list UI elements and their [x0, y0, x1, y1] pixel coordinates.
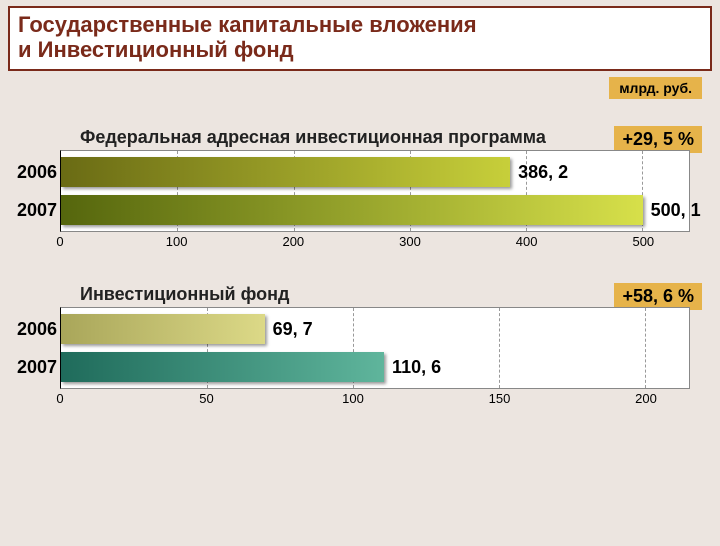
axis-tick: 100 [342, 391, 364, 406]
chart2-pct-badge: +58, 6 % [614, 283, 702, 310]
bar-row: 2006386, 2 [61, 155, 689, 189]
unit-row: млрд. руб. [0, 71, 720, 99]
bar-value-label: 386, 2 [518, 155, 568, 189]
bar-value-label: 110, 6 [392, 350, 441, 384]
year-label: 2006 [9, 312, 57, 346]
year-label: 2007 [9, 350, 57, 384]
unit-badge: млрд. руб. [609, 77, 702, 99]
chart1-pct-badge: +29, 5 % [614, 126, 702, 153]
axis-tick: 0 [56, 234, 63, 249]
title-line-1: Государственные капитальные вложения [18, 12, 702, 37]
chart2-block: +58, 6 % 200669, 72007110, 6 05010015020… [0, 307, 720, 411]
chart1-title: Федеральная адресная инвестиционная прог… [0, 127, 720, 148]
axis-tick: 200 [635, 391, 657, 406]
bar-row: 2007110, 6 [61, 350, 689, 384]
axis-tick: 500 [632, 234, 654, 249]
axis-tick: 200 [282, 234, 304, 249]
chart1-area: 2006386, 2 2007500, 1 [60, 150, 690, 232]
chart2-area: 200669, 7 2007110, 6 [60, 307, 690, 389]
bar-value-label: 500, 1 [651, 193, 701, 227]
title-line-2: и Инвестиционный фонд [18, 37, 702, 62]
bar-row: 2007500, 1 [61, 193, 689, 227]
axis-tick: 100 [166, 234, 188, 249]
bar-value-label: 69, 7 [273, 312, 313, 346]
bar-row: 200669, 7 [61, 312, 689, 346]
chart2-title: Инвестиционный фонд [0, 284, 720, 305]
bar [61, 314, 265, 344]
axis-tick: 0 [56, 391, 63, 406]
axis-tick: 150 [489, 391, 511, 406]
chart1-axis: 0100200300400500 [60, 232, 690, 254]
axis-tick: 400 [516, 234, 538, 249]
title-box: Государственные капитальные вложения и И… [8, 6, 712, 71]
chart2-axis: 050100150200 [60, 389, 690, 411]
bar [61, 352, 384, 382]
axis-tick: 50 [199, 391, 213, 406]
axis-tick: 300 [399, 234, 421, 249]
year-label: 2006 [9, 155, 57, 189]
bar [61, 157, 510, 187]
chart1-block: +29, 5 % 2006386, 22007500, 1 0100200300… [0, 150, 720, 254]
year-label: 2007 [9, 193, 57, 227]
bar [61, 195, 643, 225]
